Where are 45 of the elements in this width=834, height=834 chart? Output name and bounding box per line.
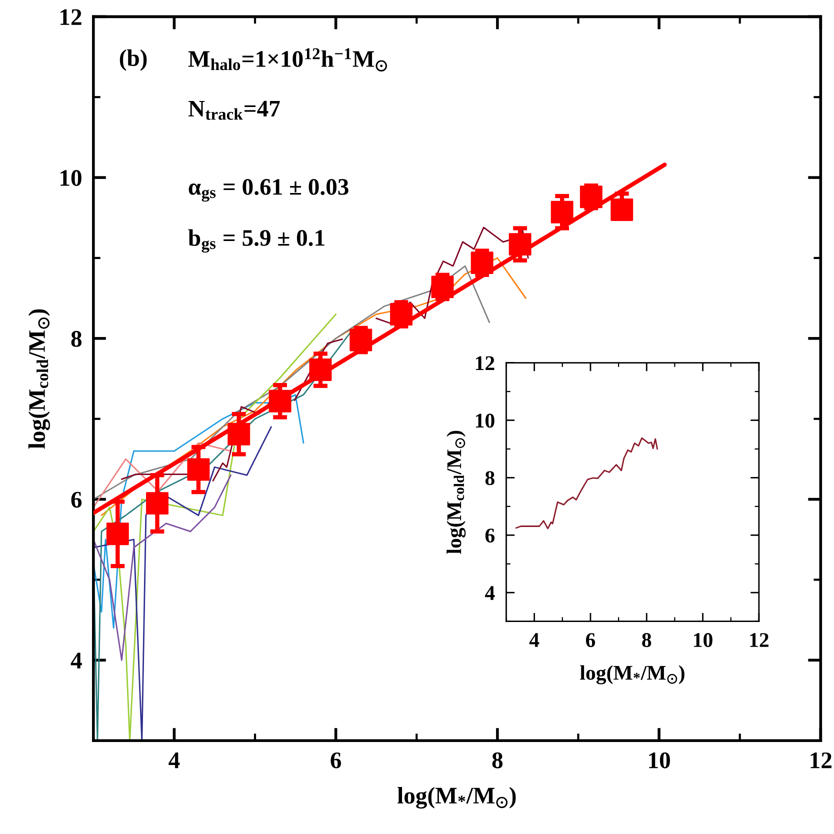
line-series	[515, 437, 658, 530]
y-tick-label: 12	[60, 9, 82, 25]
line-series	[93, 474, 232, 661]
y-tick-label: 10	[476, 414, 494, 428]
y-axis-title: log(M$_{cold}$/M$_{⊙}$)	[446, 430, 466, 554]
point	[508, 233, 532, 256]
point	[431, 276, 454, 298]
y-tick-label: 6	[485, 528, 495, 543]
x-axis-title: log(M$_{*}$/M$_{⊙}$)	[580, 665, 684, 684]
x-tick-label: 12	[810, 752, 832, 768]
point	[268, 390, 292, 412]
x-axis-title: log(M$_{*}$/M$_{⊙}$)	[398, 787, 516, 809]
point	[580, 186, 602, 208]
x-tick-label: 8	[642, 633, 652, 648]
point	[228, 422, 250, 446]
x-tick-label: 12	[750, 633, 768, 647]
x-tick-label: 10	[649, 752, 670, 768]
point	[390, 303, 413, 326]
point	[610, 198, 634, 221]
point	[106, 522, 129, 546]
annotation: b$_{gs}$ = 5.9 ± 0.1	[188, 229, 324, 253]
x-tick-label: 6	[330, 752, 342, 768]
y-tick-label: 10	[60, 170, 82, 186]
y-tick-label: 8	[485, 471, 494, 486]
line-series	[93, 426, 272, 741]
annotation: α$_{gs}$ = 0.61 ± 0.03	[188, 178, 348, 202]
point	[309, 358, 332, 382]
y-tick-label: 8	[71, 330, 82, 347]
point	[470, 252, 494, 274]
annotation: M$_{halo}$=1×10$^{12}$h$^{−1}$M$_{⊙}$	[188, 48, 388, 72]
x-tick-label: 4	[529, 633, 540, 647]
point	[350, 328, 372, 352]
point	[187, 458, 210, 481]
y-tick-label: 4	[70, 652, 82, 668]
point	[146, 492, 168, 515]
x-tick-label: 4	[168, 752, 180, 768]
y-tick-label: 12	[476, 356, 494, 370]
y-tick-label: 6	[71, 492, 82, 508]
annotation: N$_{track}$=47	[188, 100, 280, 120]
x-tick-label: 10	[694, 633, 712, 648]
annotation: (b)	[120, 49, 147, 71]
y-axis-title: log(M$_{cold}$/M$_{⊙}$)	[28, 309, 50, 449]
y-tick-label: 4	[484, 586, 495, 600]
x-tick-label: 6	[586, 633, 596, 648]
point	[550, 200, 574, 224]
